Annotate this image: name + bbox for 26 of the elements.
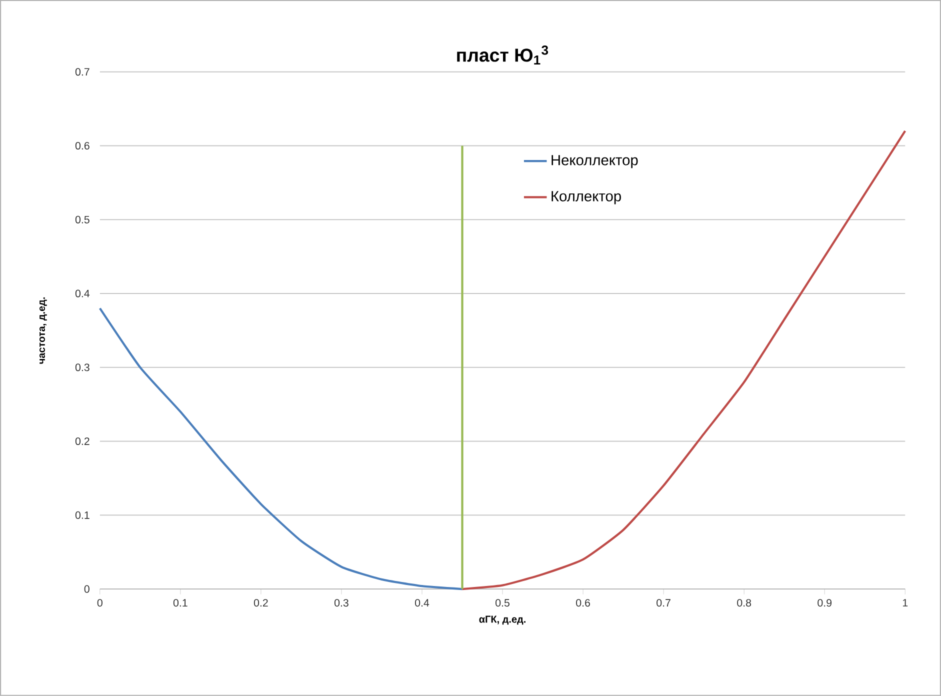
x-tick-label: 0.2 <box>254 599 268 607</box>
y-tick-label: 0.7 <box>75 68 90 76</box>
x-tick-label: 1 <box>902 599 908 606</box>
x-tick-label: 0 <box>97 599 102 607</box>
y-tick-label: 0.5 <box>75 216 90 224</box>
x-axis-title: αГК, д.ед. <box>479 616 526 625</box>
x-tick-label: 0.5 <box>496 599 510 607</box>
y-tick-label: 0.4 <box>75 290 90 298</box>
y-tick-label: 0.3 <box>75 364 90 372</box>
y-tick-label: 0.2 <box>75 438 90 446</box>
y-axis-title: частота, д.ед. <box>40 297 47 364</box>
x-tick-label: 0.4 <box>414 599 430 607</box>
line-series <box>461 130 906 590</box>
x-tick-label: 0.1 <box>173 599 188 607</box>
x-tick-label: 0.8 <box>737 599 752 607</box>
line-series <box>98 307 464 590</box>
x-tick-label: 0.6 <box>576 599 590 607</box>
x-tick-label: 0.9 <box>818 599 832 607</box>
legend-label: Неколлектор <box>552 155 638 168</box>
y-tick-label: 0.1 <box>75 511 90 519</box>
y-tick-label: 0.6 <box>75 142 90 150</box>
x-tick-label: 0.3 <box>334 599 348 607</box>
legend-label: Коллектор <box>552 191 621 204</box>
x-tick-label: 0.7 <box>656 599 670 607</box>
chart-title: пласт Ю$_{1}$3 <box>457 46 548 65</box>
y-tick-label: 0 <box>84 585 90 593</box>
